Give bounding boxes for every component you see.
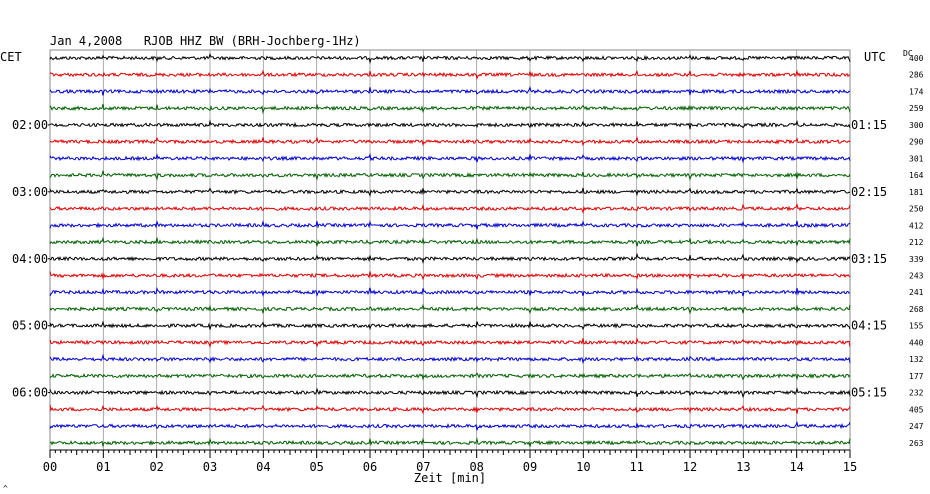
dc-offset-value: 300 — [909, 121, 924, 130]
trace-row — [49, 387, 851, 399]
x-tick-label: 10 — [576, 460, 590, 474]
dc-offset-value: 440 — [909, 338, 924, 347]
dc-offset-value: 155 — [909, 322, 924, 331]
trace-row — [49, 421, 851, 431]
dc-offset-value: 405 — [909, 405, 924, 414]
chart-title: Jan 4,2008 RJOB HHZ BW (BRH-Jochberg-1Hz… — [50, 34, 361, 48]
dc-offset-value: 290 — [909, 138, 924, 147]
trace-row — [49, 85, 851, 96]
left-hour-label: 03:00 — [12, 185, 48, 199]
dc-offset-value: 263 — [909, 439, 924, 448]
dc-offset-labels: 400 286 174 259 300 290 301 164 181 250 412 212 339 2… — [909, 54, 924, 448]
left-hour-label: 05:00 — [12, 319, 48, 333]
left-hour-label: 04:00 — [12, 252, 48, 266]
corner-mark: ^ — [3, 484, 8, 493]
x-tick-label: 08 — [469, 460, 483, 474]
x-tick-label: 00 — [43, 460, 57, 474]
trace-row — [49, 135, 851, 147]
trace-row — [49, 220, 851, 230]
right-hour-label: 02:15 — [851, 185, 887, 199]
dc-offset-value: 286 — [909, 71, 924, 80]
x-tick-label: 04 — [256, 460, 270, 474]
trace-row — [49, 320, 851, 331]
x-axis: 00 01 02 03 04 05 06 07 08 09 10 11 12 13 14 15 — [43, 449, 857, 474]
dc-offset-value: 301 — [909, 154, 924, 163]
trace-row — [49, 170, 851, 181]
dc-offset-value: 247 — [909, 422, 924, 431]
plot-frame — [49, 49, 851, 451]
trace-row — [49, 202, 851, 215]
trace-row — [49, 152, 851, 164]
x-tick-label: 13 — [736, 460, 750, 474]
dc-offset-value: 241 — [909, 288, 924, 297]
right-hour-label: 01:15 — [851, 118, 887, 132]
x-tick-label: 05 — [309, 460, 323, 474]
dc-offset-value: 181 — [909, 188, 924, 197]
trace-row — [49, 286, 851, 298]
trace-row — [49, 353, 851, 365]
dc-offset-value: 232 — [909, 389, 924, 398]
trace-row — [49, 187, 851, 198]
right-hour-label: 05:15 — [851, 386, 887, 400]
trace-row — [49, 69, 851, 81]
dc-offset-value: 177 — [909, 372, 924, 381]
trace-row — [49, 336, 851, 349]
dc-offset-value: 400 — [909, 54, 924, 63]
dc-offset-value: 174 — [909, 87, 924, 96]
trace-row — [49, 119, 851, 130]
dc-offset-value: 412 — [909, 221, 924, 230]
dc-offset-value: 243 — [909, 271, 924, 280]
trace-row — [49, 236, 851, 247]
dc-offset-value: 339 — [909, 255, 924, 264]
dc-offset-value: 212 — [909, 238, 924, 247]
trace-row — [49, 437, 851, 448]
dc-offset-value: 132 — [909, 355, 924, 364]
trace-row — [49, 252, 851, 265]
x-tick-label: 12 — [683, 460, 697, 474]
trace-row — [49, 103, 851, 115]
x-axis-label: Zeit [min] — [414, 471, 486, 485]
left-hour-label: 02:00 — [12, 118, 48, 132]
left-timezone-label: CET — [0, 50, 22, 64]
trace-row — [49, 372, 851, 381]
traces — [49, 52, 851, 448]
right-hour-labels: 01:15 02:15 03:15 04:15 05:15 — [851, 118, 887, 400]
trace-row — [49, 52, 851, 65]
x-tick-label: 01 — [96, 460, 110, 474]
x-tick-label: 14 — [789, 460, 803, 474]
dc-offset-value: 164 — [909, 171, 924, 180]
grid-lines — [49, 49, 851, 451]
x-tick-label: 03 — [203, 460, 217, 474]
x-tick-label: 15 — [843, 460, 857, 474]
right-hour-label: 03:15 — [851, 252, 887, 266]
x-tick-label: 06 — [363, 460, 377, 474]
dc-offset-value: 250 — [909, 205, 924, 214]
x-tick-label: 02 — [149, 460, 163, 474]
trace-row — [49, 303, 851, 315]
left-hour-label: 06:00 — [12, 386, 48, 400]
right-hour-label: 04:15 — [851, 319, 887, 333]
x-tick-label: 11 — [629, 460, 643, 474]
dc-offset-value: 259 — [909, 104, 924, 113]
left-hour-labels: 02:00 03:00 04:00 05:00 06:00 — [12, 118, 50, 400]
dc-offset-value: 268 — [909, 305, 924, 314]
trace-row — [49, 271, 851, 281]
right-timezone-label: UTC — [864, 50, 886, 64]
x-tick-label: 07 — [416, 460, 430, 474]
x-tick-label: 09 — [523, 460, 537, 474]
trace-row — [49, 404, 851, 415]
dc-label: DC — [903, 49, 913, 58]
